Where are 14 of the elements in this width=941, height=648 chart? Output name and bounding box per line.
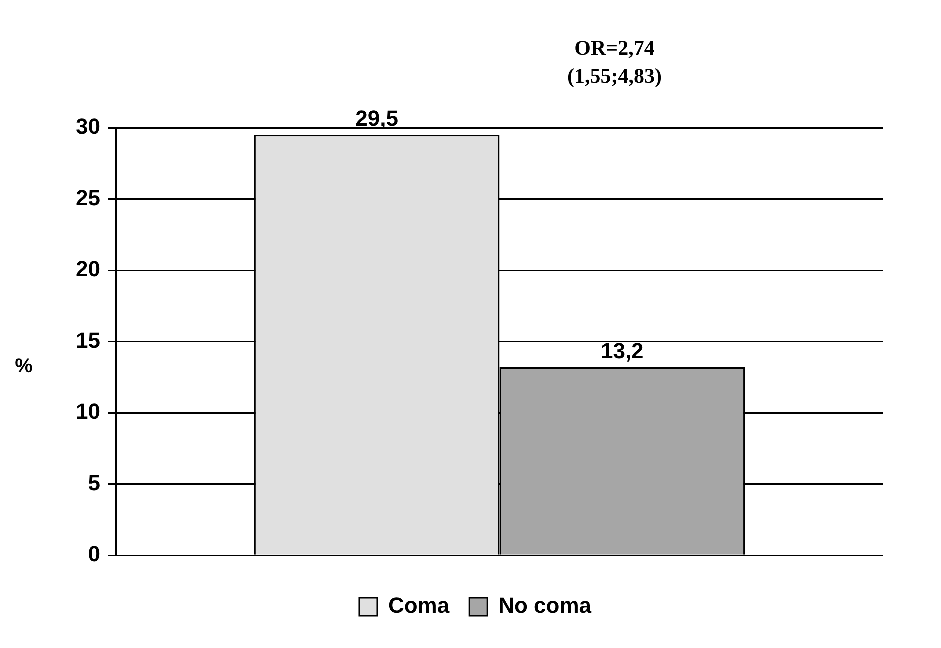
- text: OR=2,74: [574, 36, 656, 60]
- data-label: 13,2: [600, 338, 644, 364]
- y-tick-label: 20: [76, 256, 100, 282]
- data-label: 29,5: [356, 106, 399, 132]
- text: (1,55;4,83): [567, 64, 662, 88]
- legend-label: No coma: [498, 593, 592, 618]
- legend-label: Coma: [388, 593, 450, 618]
- y-tick-label: 10: [76, 399, 100, 424]
- y-tick-label: 0: [88, 542, 100, 567]
- y-tick-label: 15: [76, 328, 100, 353]
- y-tick-label: 25: [76, 185, 100, 210]
- y-tick-label: 5: [88, 470, 100, 496]
- y-tick-label: 30: [76, 114, 100, 140]
- y-axis-title: %: [15, 355, 34, 378]
